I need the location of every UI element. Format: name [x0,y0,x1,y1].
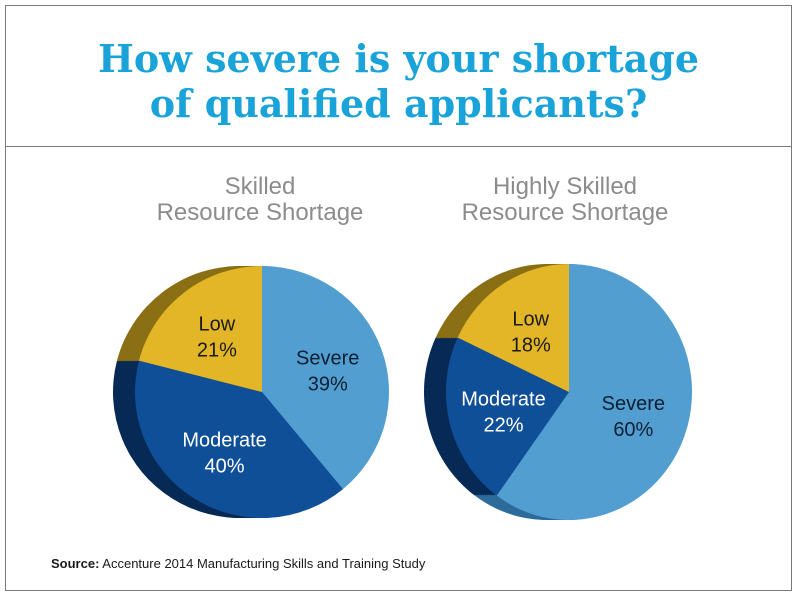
slice-label-moderate: Moderate [182,430,267,452]
chart-title-line-1: Highly Skilled [492,173,638,200]
chart-title-line-2: Resource Shortage [461,199,669,226]
slice-label-severe: Severe [602,393,665,415]
title-line-1: How severe is your shortage [97,36,700,81]
slice-label-low: Low [199,313,236,335]
pie-slice-moderate [135,360,343,518]
title-line-2: of qualified applicants? [149,81,648,126]
chart-title-highly-skilled: Highly Skilled Resource Shortage [395,174,735,226]
slice-label-moderate: Moderate [461,389,546,411]
slice-value-severe: 39% [308,374,348,396]
pie-slice-moderate [445,337,569,496]
pie-slice-severe [262,266,389,490]
slice-value-severe: 60% [613,419,653,441]
pie-slice-low [457,264,569,392]
chart-title-line-2: Resource Shortage [156,199,364,226]
slice-label-low: Low [512,308,549,330]
slice-value-moderate: 40% [205,456,245,478]
source-note: Source: Accenture 2014 Manufacturing Ski… [51,556,425,571]
chart-title-skilled: Skilled Resource Shortage [90,174,430,226]
slice-value-moderate: 22% [483,415,523,437]
slice-value-low: 18% [511,334,551,356]
pie-chart-highly-skilled: Severe 60% Moderate 22% Low 18% [423,264,693,520]
title-area: How severe is your shortage of qualified… [6,6,791,147]
pie-slice-severe [496,264,693,520]
pie-chart-skilled: Severe 39% Moderate 40% Low 21% [113,266,389,518]
slice-label-severe: Severe [296,348,359,370]
chart-title-line-1: Skilled [224,173,296,200]
source-prefix: Source: [51,556,100,571]
pie-slice-low [138,266,262,392]
slice-value-low: 21% [197,339,237,361]
page-title: How severe is your shortage of qualified… [6,36,791,126]
infographic-frame: How severe is your shortage of qualified… [5,5,792,591]
source-text: Accenture 2014 Manufacturing Skills and … [99,556,426,571]
